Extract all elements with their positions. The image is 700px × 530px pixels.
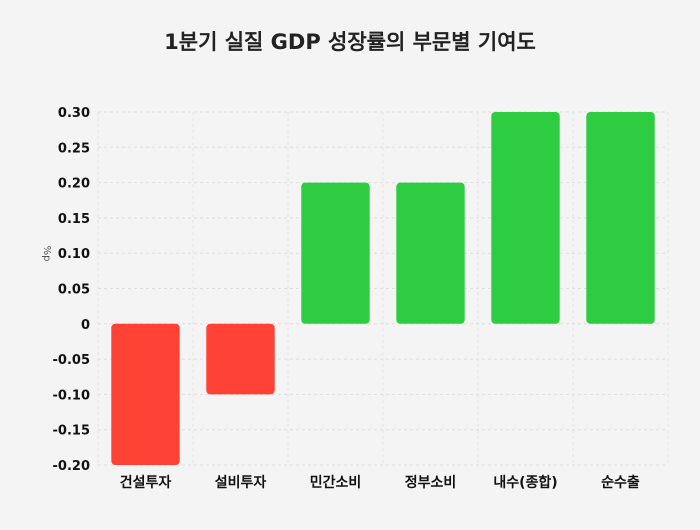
x-category-label: 건설투자 bbox=[120, 474, 172, 491]
y-tick-label: 0.15 bbox=[58, 212, 90, 227]
bar-3 bbox=[301, 182, 370, 324]
y-tick-label: 0.20 bbox=[58, 177, 90, 192]
x-category-label: 내수(종합) bbox=[493, 474, 557, 491]
x-category-label: 설비투자 bbox=[215, 475, 267, 491]
x-category-labels: 건설투자 설비투자 민간소비 정부소비 내수(종합) 순수출 bbox=[120, 474, 640, 491]
y-tick-label: -0.15 bbox=[53, 424, 90, 439]
x-category-label: 민간소비 bbox=[310, 474, 362, 491]
y-tick-label: -0.20 bbox=[53, 459, 90, 474]
y-tick-label: 0.10 bbox=[58, 247, 90, 262]
bars bbox=[111, 112, 655, 465]
bar-4 bbox=[396, 182, 465, 324]
y-tick-label: 0.05 bbox=[58, 283, 90, 298]
y-axis-label: %p bbox=[41, 246, 52, 262]
x-category-label: 정부소비 bbox=[405, 474, 457, 491]
bar-6 bbox=[586, 112, 655, 324]
y-tick-label: 0.25 bbox=[58, 141, 90, 156]
bar-5 bbox=[491, 112, 560, 324]
grid bbox=[97, 111, 669, 466]
x-category-label: 순수출 bbox=[601, 474, 640, 491]
chart-title: 1분기 실질 GDP 성장률의 부문별 기여도 bbox=[164, 30, 536, 54]
y-tick-label: -0.10 bbox=[53, 388, 90, 403]
bar-2 bbox=[206, 323, 275, 395]
y-tick-labels: 0.30 0.25 0.20 0.15 0.10 0.05 0 -0.05 -0.10 -0.15… bbox=[53, 106, 90, 474]
y-tick-label: 0 bbox=[81, 318, 90, 333]
y-tick-label: 0.30 bbox=[58, 106, 90, 121]
bar-1 bbox=[111, 323, 180, 465]
y-tick-label: -0.05 bbox=[53, 353, 90, 368]
